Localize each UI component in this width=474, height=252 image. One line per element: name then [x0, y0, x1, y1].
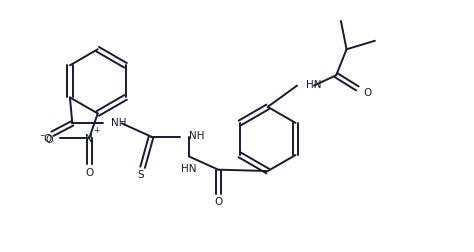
Text: O: O: [44, 134, 52, 144]
Text: HN: HN: [181, 163, 197, 173]
Text: $^{-}$O: $^{-}$O: [38, 133, 54, 144]
Text: S: S: [137, 170, 144, 180]
Text: O: O: [85, 167, 93, 177]
Text: NH: NH: [189, 130, 204, 140]
Text: O: O: [214, 197, 222, 206]
Text: HN: HN: [306, 79, 321, 89]
Text: NH: NH: [111, 118, 127, 128]
Text: N: N: [85, 134, 93, 143]
Text: +: +: [93, 125, 100, 135]
Text: O: O: [364, 88, 372, 98]
